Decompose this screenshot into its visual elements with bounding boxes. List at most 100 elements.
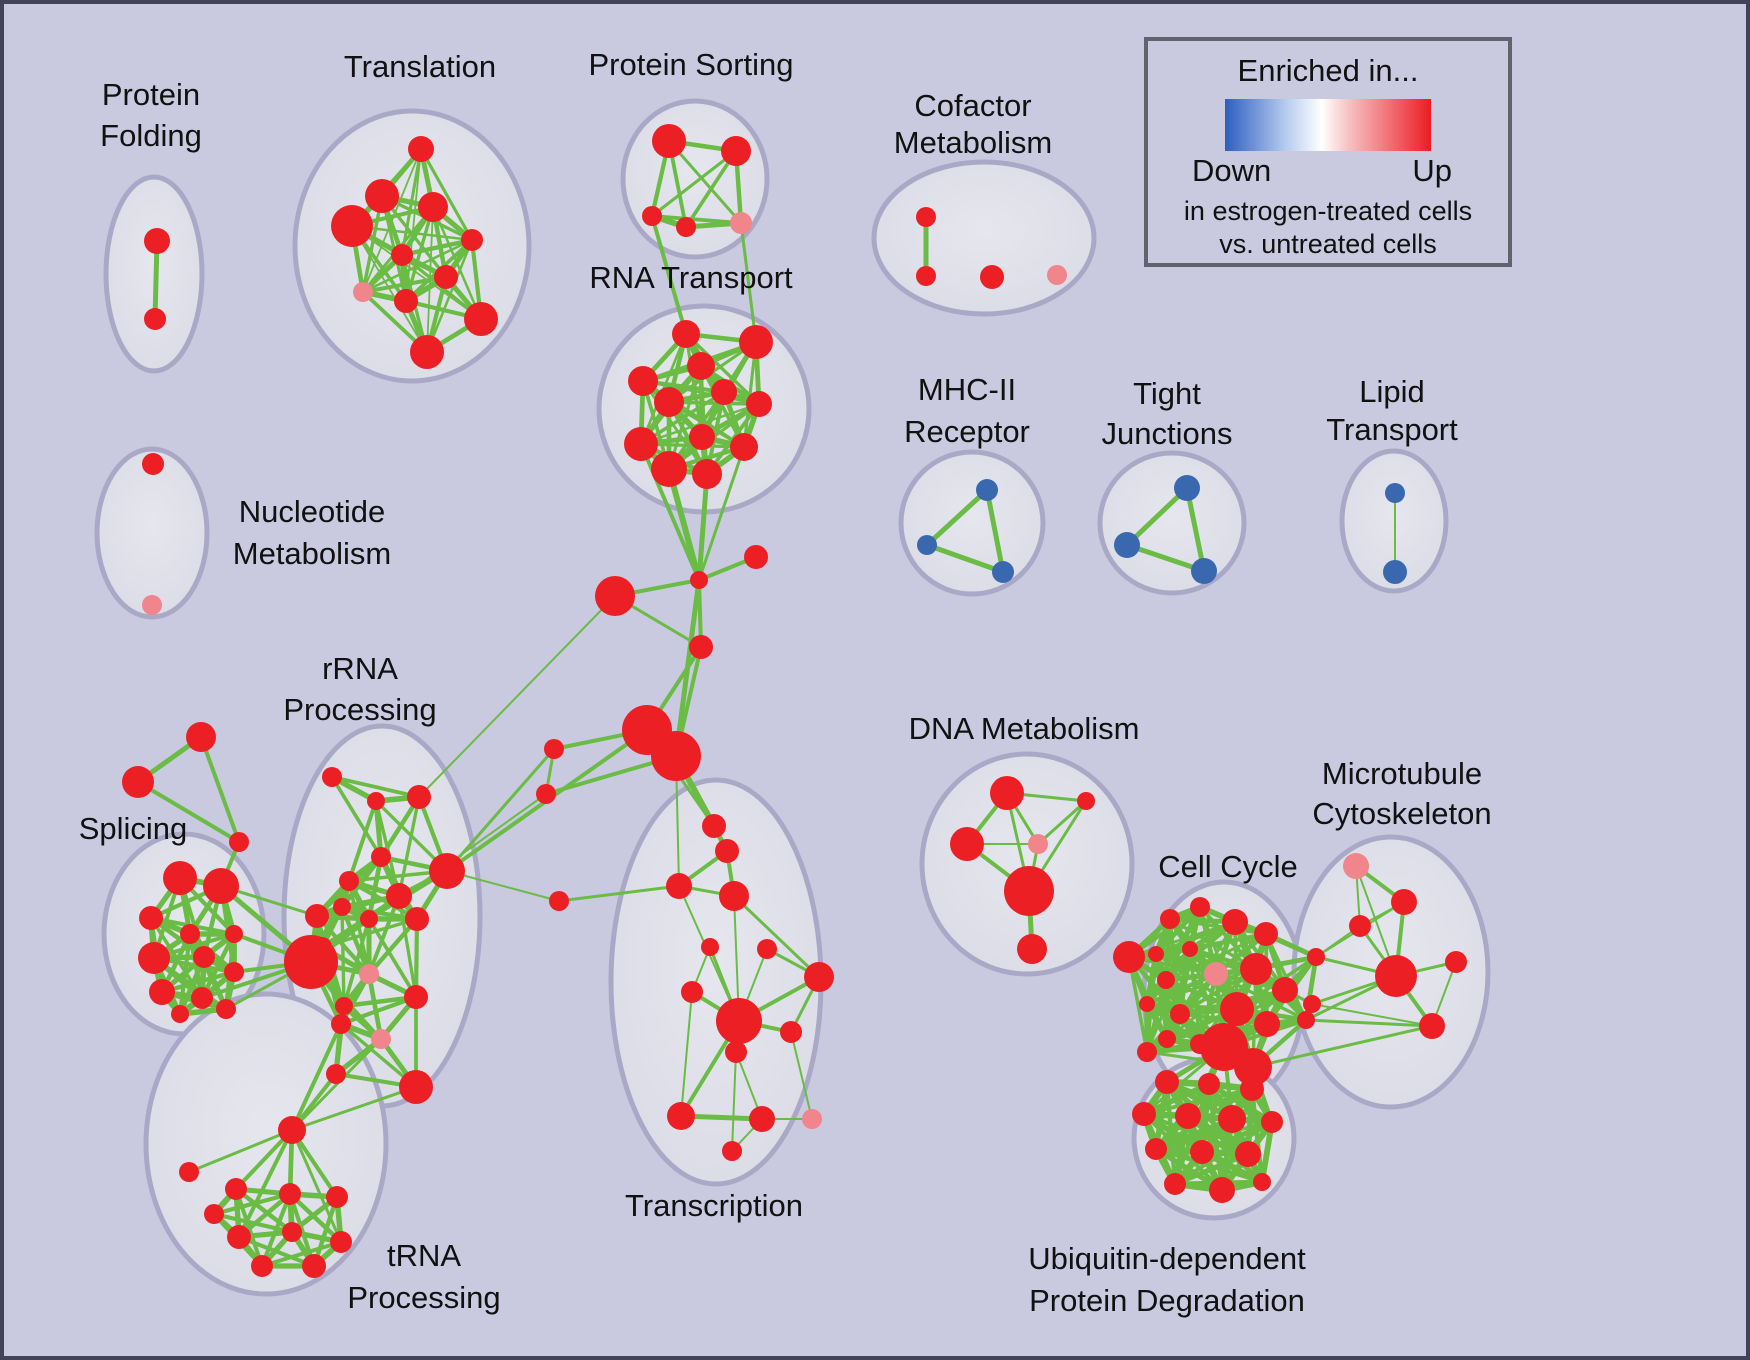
gene-set-node	[360, 910, 378, 928]
edge-ubiquitin	[1154, 1120, 1274, 1151]
edge-tight	[1124, 542, 1207, 574]
edge-mhc	[924, 542, 1006, 575]
legend-box: Enriched in... Down Up in estrogen-treat…	[1144, 37, 1512, 267]
cluster-labels-layer: Protein Folding Translation Protein Sorting…	[79, 47, 1492, 1318]
gene-set-node	[1383, 560, 1407, 584]
edge-transcription	[732, 894, 821, 979]
edge-rna_transport	[641, 379, 709, 476]
edge-ubiquitin	[1142, 1087, 1254, 1116]
cluster-ellipse-transcription	[608, 777, 824, 1187]
edge-mhc	[984, 487, 1006, 575]
edge-protein_folding	[152, 238, 160, 322]
gene-set-node	[719, 881, 749, 911]
gene-set-node	[353, 282, 373, 302]
gene-set-node	[916, 266, 936, 286]
gene-set-node	[802, 1109, 822, 1129]
edge-transcription	[790, 1031, 813, 1120]
gene-set-node	[1198, 1073, 1220, 1095]
edge-translation	[361, 275, 448, 294]
gene-set-node	[193, 946, 215, 968]
gene-set-node	[391, 244, 413, 266]
gene-set-node	[739, 325, 773, 359]
gene-set-node	[302, 1254, 326, 1278]
gene-set-node	[305, 904, 329, 928]
network-svg: Protein Folding Translation Protein Sorting…	[79, 47, 1492, 1318]
gene-set-node	[667, 1102, 695, 1130]
gene-set-node	[1113, 941, 1145, 973]
gene-set-node	[1385, 483, 1405, 503]
nodes-layer	[122, 124, 1467, 1278]
gene-set-node	[204, 1204, 224, 1224]
edge-translation	[425, 238, 474, 354]
gene-set-node	[359, 964, 379, 984]
edge-tight	[1124, 485, 1190, 548]
cluster-label-nucleotide: Nucleotide	[239, 494, 385, 529]
edge-link	[1251, 1024, 1434, 1069]
gene-set-node	[278, 1116, 306, 1144]
edge-rrna	[347, 799, 378, 883]
gene-set-node	[725, 1041, 747, 1063]
edge-rrna	[367, 894, 401, 976]
edge-rrna	[366, 971, 384, 1042]
edge-link	[445, 747, 556, 873]
gene-set-node	[715, 839, 739, 863]
gene-set-node	[1145, 1138, 1167, 1160]
gene-set-node	[122, 766, 154, 798]
cluster-ellipse-cofactor	[871, 159, 1097, 317]
gene-set-node	[701, 938, 719, 956]
gene-set-node	[365, 179, 399, 213]
gene-set-node	[687, 352, 715, 380]
gene-set-node	[804, 962, 834, 992]
gene-set-node	[322, 767, 342, 787]
gene-set-node	[722, 1141, 742, 1161]
gene-set-node	[624, 427, 658, 461]
gene-set-node	[191, 987, 213, 1009]
edge-rrna	[397, 795, 421, 898]
cluster-ellipse-mhc	[898, 449, 1046, 597]
edge-cell_cycle	[1214, 972, 1308, 1022]
gene-set-node	[386, 883, 412, 909]
gene-set-node	[1222, 909, 1248, 935]
gene-set-node	[179, 1162, 199, 1182]
gene-set-node	[326, 1064, 346, 1084]
gene-set-node	[163, 861, 197, 895]
cluster-label-mhc: Receptor	[904, 414, 1030, 449]
gene-set-node	[418, 192, 448, 222]
gene-set-node	[216, 999, 236, 1019]
edge-link	[557, 884, 681, 903]
gene-set-node	[1272, 977, 1298, 1003]
edge-trna	[211, 1191, 293, 1217]
cluster-label-rrna: rRNA	[322, 651, 398, 686]
gene-set-node	[282, 1222, 302, 1242]
cluster-label-cofactor: Metabolism	[894, 125, 1053, 160]
gene-set-node	[676, 217, 696, 237]
gene-set-node	[171, 1005, 189, 1023]
edge-link	[697, 445, 746, 582]
gene-set-node	[407, 785, 431, 809]
gene-set-node	[1234, 1048, 1272, 1086]
gene-set-node	[1445, 951, 1467, 973]
gene-set-node	[536, 784, 556, 804]
gene-set-node	[225, 1178, 247, 1200]
gene-set-node	[203, 868, 239, 904]
gene-set-node	[642, 206, 662, 226]
edge-link	[290, 1085, 418, 1132]
gene-set-node	[595, 576, 635, 616]
cluster-label-tight: Tight	[1133, 376, 1201, 411]
gene-set-node	[429, 853, 465, 889]
gene-set-node	[1155, 1070, 1179, 1094]
gene-set-node	[284, 935, 338, 989]
gene-set-node	[1391, 889, 1417, 915]
gene-set-node	[780, 1021, 802, 1043]
cluster-ellipse-tight	[1097, 450, 1247, 596]
gene-set-node	[1303, 995, 1321, 1013]
gene-set-node	[721, 136, 751, 166]
gene-set-node	[992, 561, 1014, 583]
gene-set-node	[279, 1183, 301, 1205]
gene-set-node	[690, 571, 708, 589]
cluster-label-ubiquitin: Protein Degradation	[1029, 1283, 1305, 1318]
gene-set-node	[367, 792, 385, 810]
edge-bridge_left	[199, 735, 241, 844]
gene-set-node	[1004, 866, 1054, 916]
gene-set-node	[652, 124, 686, 158]
